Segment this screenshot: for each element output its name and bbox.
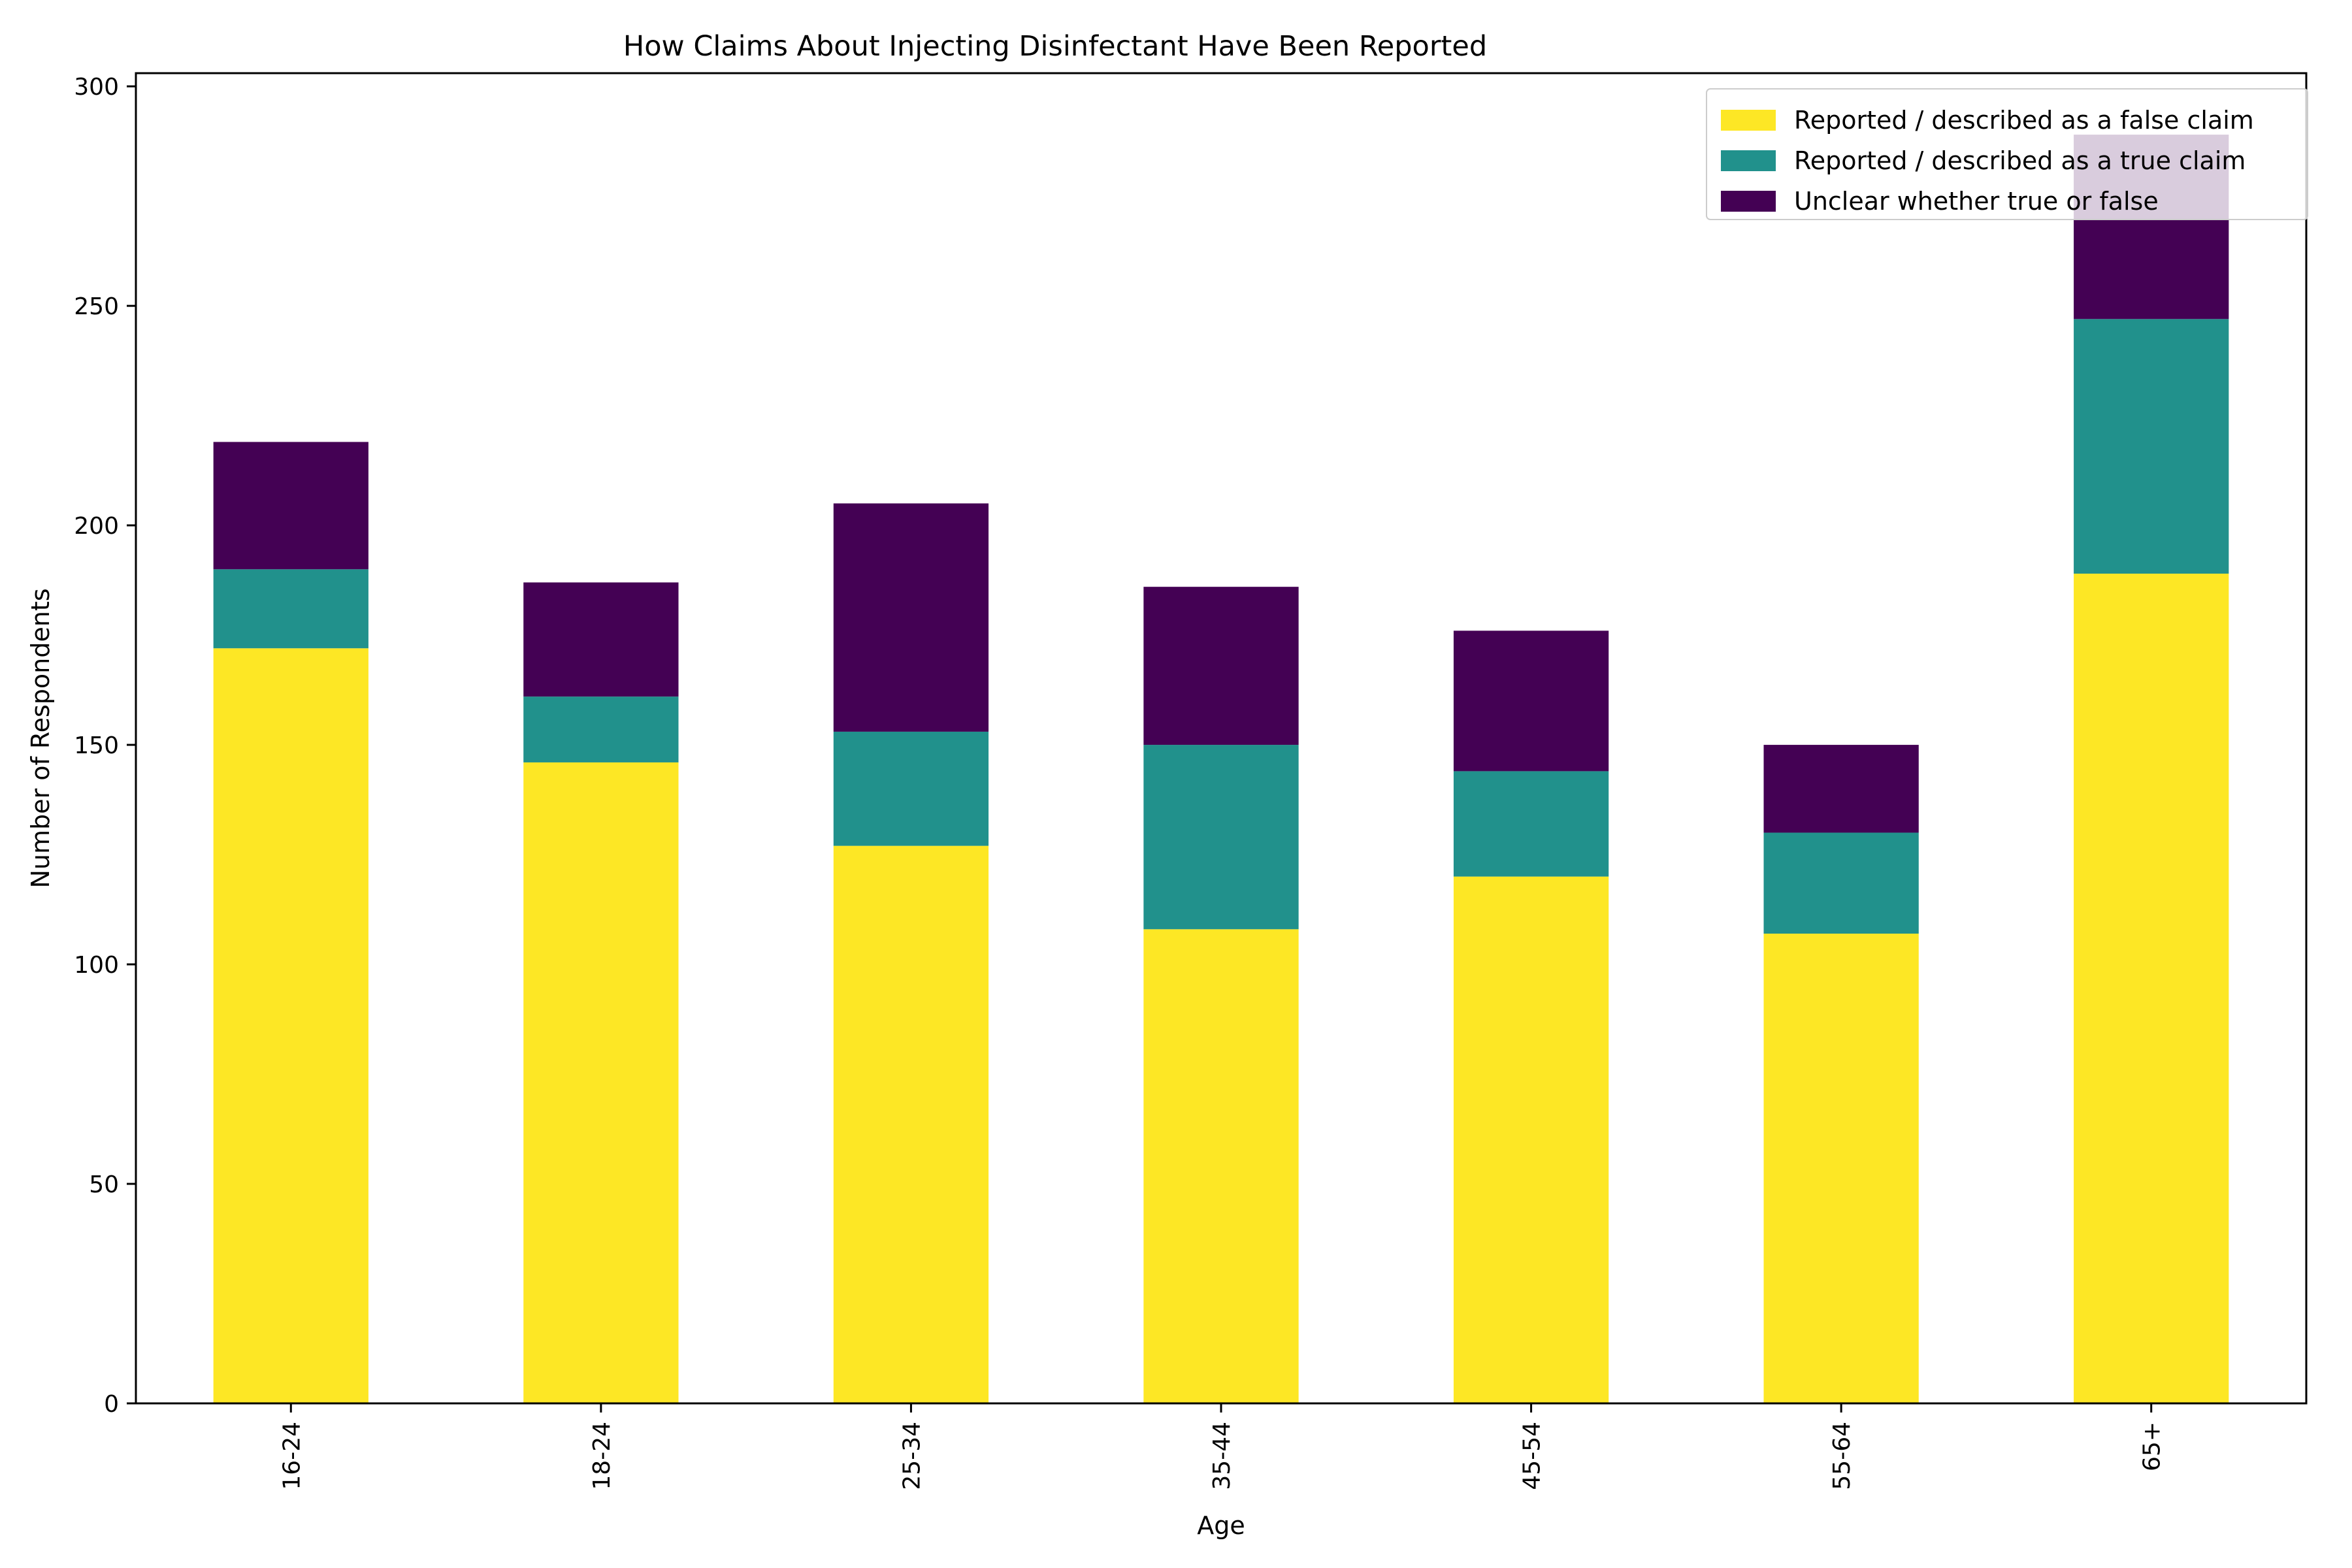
- x-tick-label: 18-24: [589, 1422, 615, 1490]
- legend-swatch: [1721, 191, 1776, 212]
- legend: Reported / described as a false claim Rep…: [1706, 88, 2308, 220]
- bar-18-24-series-3: [523, 582, 679, 697]
- y-tick-label: 100: [74, 952, 119, 979]
- bar-55-64-series-3: [1763, 745, 1919, 833]
- y-axis: 0 50 100 150 200 250 300: [74, 74, 136, 1418]
- bar-16-24-series-3: [213, 442, 368, 570]
- x-tick-label: 65+: [2139, 1422, 2166, 1471]
- bar-35-44-series-3: [1143, 587, 1299, 745]
- x-axis-label: Age: [1197, 1511, 1245, 1540]
- x-tick-label: 55-64: [1829, 1422, 1855, 1490]
- x-tick-label: 25-34: [898, 1422, 925, 1490]
- bar-55-64-series-1: [1763, 934, 1919, 1403]
- bar-25-34-series-2: [833, 731, 989, 846]
- bars-layer: [213, 135, 2229, 1403]
- legend-box: [1706, 88, 2308, 220]
- bar-65+-series-1: [2074, 574, 2229, 1403]
- bar-25-34-series-1: [833, 845, 989, 1403]
- bar-65+-series-2: [2074, 319, 2229, 574]
- bar-45-54-series-3: [1453, 630, 1609, 772]
- x-axis: 16-24 18-24 25-34 35-44 45-54 55-64 65+: [278, 1403, 2166, 1490]
- x-tick-label: 16-24: [278, 1422, 305, 1490]
- bar-18-24-series-1: [523, 762, 679, 1403]
- x-tick-label: 35-44: [1209, 1422, 1235, 1490]
- bar-18-24-series-2: [523, 696, 679, 762]
- legend-label: Reported / described as a false claim: [1794, 106, 2254, 135]
- legend-label: Reported / described as a true claim: [1794, 146, 2246, 175]
- bar-16-24-series-2: [213, 569, 368, 649]
- legend-swatch: [1721, 150, 1776, 171]
- y-tick-label: 150: [74, 732, 119, 759]
- legend-label: Unclear whether true or false: [1794, 187, 2159, 216]
- y-tick-label: 300: [74, 74, 119, 101]
- y-tick-label: 0: [104, 1391, 119, 1418]
- bar-45-54-series-2: [1453, 771, 1609, 877]
- bar-16-24-series-1: [213, 648, 368, 1403]
- y-axis-label: Number of Respondents: [26, 588, 55, 888]
- chart-title: How Claims About Injecting Disinfectant …: [623, 30, 1487, 63]
- bar-25-34-series-3: [833, 503, 989, 732]
- bar-35-44-series-1: [1143, 929, 1299, 1403]
- bar-55-64-series-2: [1763, 832, 1919, 934]
- bar-35-44-series-2: [1143, 745, 1299, 930]
- bar-45-54-series-1: [1453, 876, 1609, 1403]
- y-tick-label: 50: [89, 1171, 119, 1198]
- x-tick-label: 45-54: [1519, 1422, 1546, 1490]
- legend-swatch: [1721, 110, 1776, 131]
- y-tick-label: 250: [74, 293, 119, 320]
- y-tick-label: 200: [74, 513, 119, 540]
